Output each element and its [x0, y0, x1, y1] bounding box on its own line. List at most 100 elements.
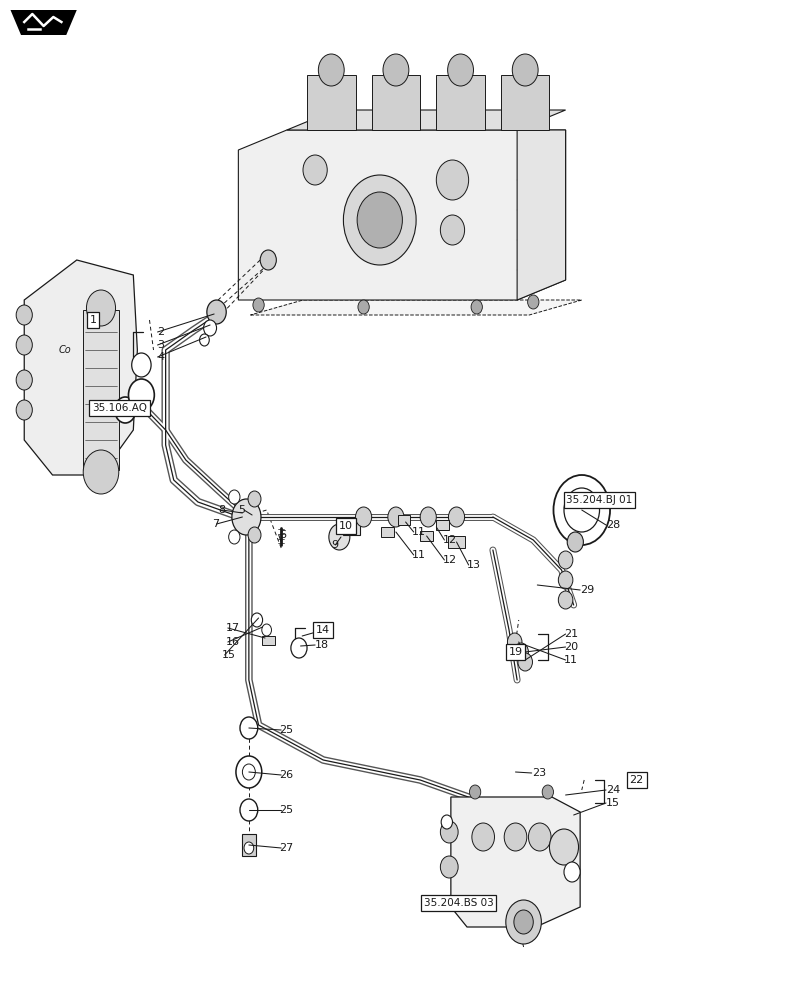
Circle shape: [528, 823, 551, 851]
Polygon shape: [436, 75, 485, 130]
Polygon shape: [24, 260, 137, 475]
Circle shape: [469, 785, 481, 799]
Circle shape: [248, 491, 261, 507]
Text: 15: 15: [222, 650, 236, 660]
Text: 12: 12: [443, 555, 457, 565]
Circle shape: [472, 823, 494, 851]
Circle shape: [448, 507, 465, 527]
Circle shape: [229, 490, 240, 504]
Text: 28: 28: [606, 520, 621, 530]
Circle shape: [204, 320, 217, 336]
Circle shape: [506, 900, 541, 944]
Circle shape: [471, 300, 482, 314]
Circle shape: [420, 507, 436, 527]
Circle shape: [388, 507, 404, 527]
Circle shape: [200, 334, 209, 346]
Bar: [398, 515, 410, 525]
Circle shape: [549, 829, 579, 865]
Circle shape: [262, 624, 271, 636]
Polygon shape: [372, 75, 420, 130]
Text: 24: 24: [606, 785, 621, 795]
Text: 11: 11: [412, 527, 426, 537]
Circle shape: [329, 524, 350, 550]
Polygon shape: [517, 130, 566, 300]
Circle shape: [436, 160, 469, 200]
Text: 26: 26: [279, 770, 292, 780]
Text: 22: 22: [629, 775, 644, 785]
Text: 25: 25: [279, 805, 292, 815]
Circle shape: [83, 450, 119, 494]
Circle shape: [16, 370, 32, 390]
Circle shape: [440, 215, 465, 245]
Circle shape: [448, 54, 473, 86]
Text: 7: 7: [212, 519, 219, 529]
Text: 4: 4: [158, 352, 165, 362]
Circle shape: [240, 799, 258, 821]
Circle shape: [318, 54, 344, 86]
Circle shape: [291, 638, 307, 658]
Text: 11: 11: [564, 655, 578, 665]
Text: 5: 5: [238, 505, 246, 515]
Circle shape: [567, 532, 583, 552]
Bar: [242, 834, 256, 856]
Circle shape: [358, 300, 369, 314]
Text: 20: 20: [564, 642, 578, 652]
Circle shape: [514, 910, 533, 934]
Circle shape: [236, 756, 262, 788]
Text: 16: 16: [226, 637, 240, 647]
Circle shape: [441, 815, 452, 829]
Text: 21: 21: [564, 629, 578, 639]
Text: 13: 13: [467, 560, 481, 570]
Circle shape: [440, 821, 458, 843]
Polygon shape: [451, 797, 580, 927]
Text: 23: 23: [532, 768, 545, 778]
Circle shape: [16, 400, 32, 420]
Text: 11: 11: [412, 550, 426, 560]
Circle shape: [553, 475, 610, 545]
Text: 18: 18: [315, 640, 329, 650]
Circle shape: [558, 591, 573, 609]
Bar: [343, 521, 360, 535]
Circle shape: [383, 54, 409, 86]
Circle shape: [229, 530, 240, 544]
Text: 35.204.BS 03: 35.204.BS 03: [424, 898, 494, 908]
Circle shape: [16, 335, 32, 355]
Circle shape: [207, 300, 226, 324]
Circle shape: [242, 764, 255, 780]
Circle shape: [558, 571, 573, 589]
Text: 1: 1: [90, 315, 96, 325]
Text: 35.106.AQ: 35.106.AQ: [92, 403, 147, 413]
Circle shape: [244, 842, 254, 854]
Text: 25: 25: [279, 725, 292, 735]
Bar: [436, 520, 449, 530]
Bar: [448, 536, 465, 548]
Circle shape: [248, 527, 261, 543]
Circle shape: [343, 175, 416, 265]
Bar: [262, 636, 275, 645]
Circle shape: [240, 717, 258, 739]
Text: 12: 12: [443, 535, 457, 545]
Circle shape: [128, 379, 154, 411]
Bar: [83, 310, 119, 470]
Circle shape: [512, 54, 538, 86]
Text: 10: 10: [339, 521, 353, 531]
Circle shape: [507, 633, 522, 651]
Text: 27: 27: [279, 843, 293, 853]
Circle shape: [357, 192, 402, 248]
Polygon shape: [287, 110, 566, 130]
Text: 17: 17: [226, 623, 240, 633]
Polygon shape: [238, 130, 566, 300]
Text: 14: 14: [316, 625, 330, 635]
Text: 6: 6: [279, 530, 286, 540]
Circle shape: [558, 551, 573, 569]
Circle shape: [528, 295, 539, 309]
Circle shape: [260, 250, 276, 270]
Circle shape: [504, 823, 527, 851]
Circle shape: [251, 613, 263, 627]
Polygon shape: [250, 300, 582, 315]
Circle shape: [132, 353, 151, 377]
Circle shape: [564, 488, 600, 532]
Text: 3: 3: [158, 340, 165, 350]
Text: 15: 15: [606, 798, 620, 808]
Circle shape: [16, 305, 32, 325]
